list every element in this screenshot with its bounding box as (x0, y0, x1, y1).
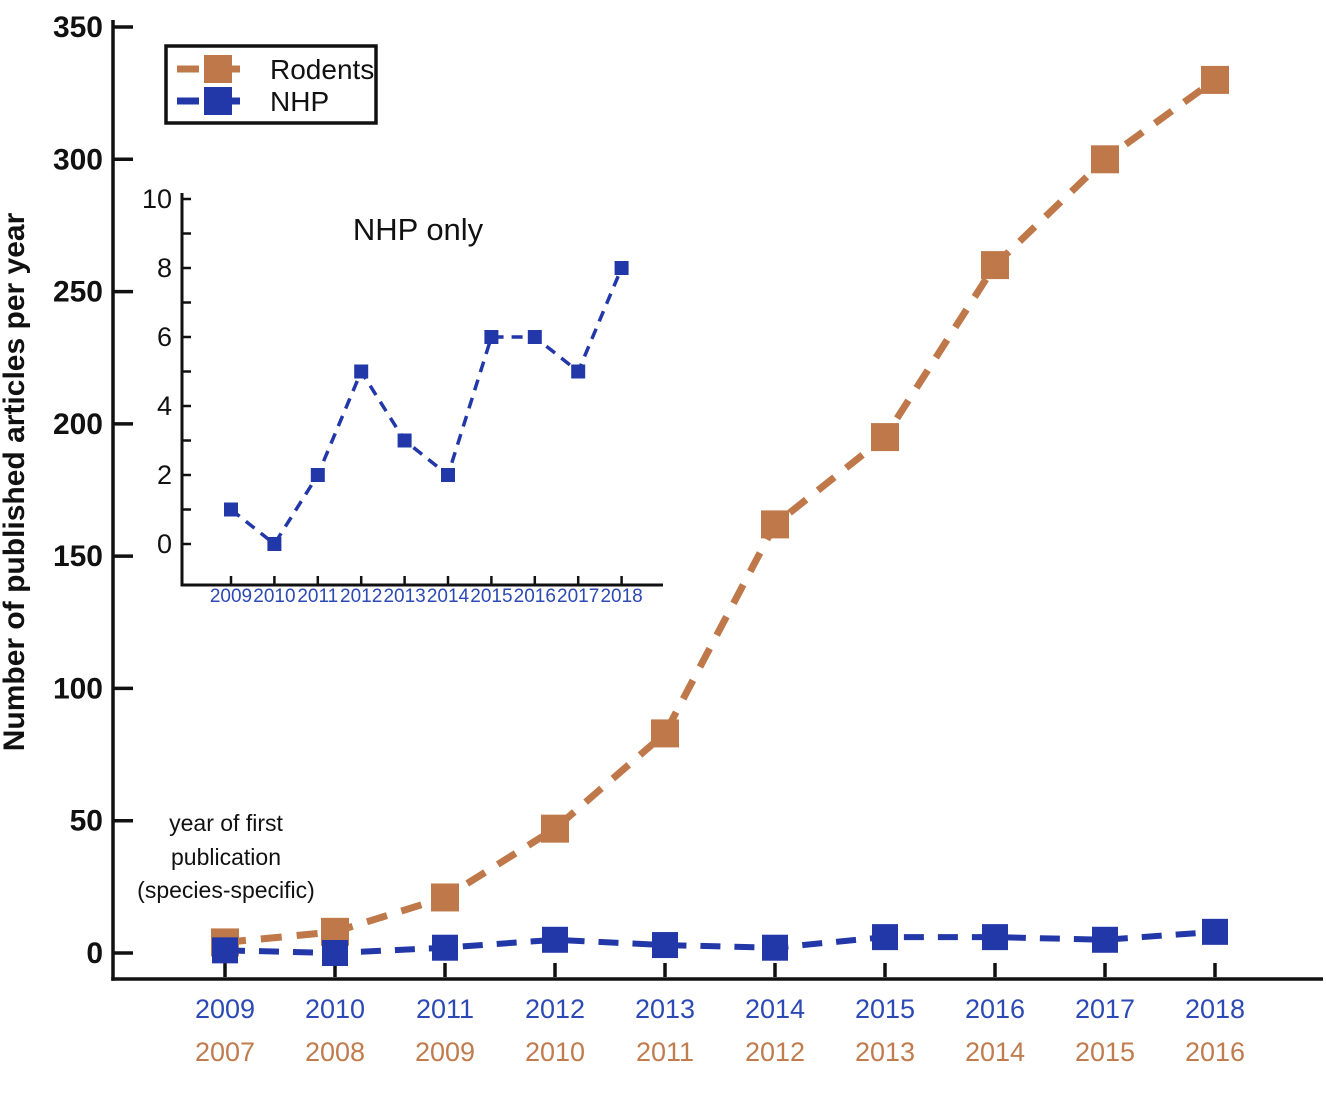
data-point-marker-rodents (981, 251, 1009, 280)
inset-y-tick-label: 8 (157, 253, 172, 283)
legend-marker-sample (204, 55, 232, 83)
annotation-line-2: publication (171, 844, 281, 870)
inset-y-tick-label: 10 (142, 184, 172, 214)
main-x-tick-label-rodent-year: 2009 (415, 1037, 475, 1067)
data-point-marker-rodents (1201, 65, 1229, 94)
annotation: year of first publication (species-speci… (137, 810, 315, 903)
main-x-tick-label-nhp-year: 2009 (195, 994, 255, 1024)
main-x-tick-label-nhp-year: 2015 (855, 994, 915, 1024)
main-x-tick-label-nhp-year: 2016 (965, 994, 1025, 1024)
inset-x-tick-label: 2010 (253, 586, 295, 607)
data-point-marker-nhp (432, 934, 458, 961)
legend-label-nhp: NHP (270, 86, 329, 117)
inset-series-line-nhp (229, 267, 624, 547)
main-y-tick-label: 50 (70, 805, 103, 838)
main-x-tick-label-nhp-year: 2013 (635, 994, 695, 1024)
data-point-marker-rodents (651, 719, 679, 748)
main-x-tick-label-rodent-year: 2013 (855, 1037, 915, 1067)
inset-y-tick-label: 4 (157, 391, 172, 421)
data-point-marker-nhp (1092, 926, 1118, 953)
main-x-tick-label-nhp-year: 2017 (1075, 994, 1135, 1024)
inset-data-point-marker (614, 261, 629, 275)
y-axis-title: Number of published articles per year (0, 212, 31, 751)
inset-data-point-marker (354, 364, 369, 379)
legend-marker-sample (204, 87, 232, 115)
inset-y-tick-label: 6 (157, 322, 172, 352)
data-point-marker-nhp (212, 937, 238, 964)
data-point-marker-rodents (761, 510, 789, 539)
data-point-marker-nhp (1202, 918, 1228, 945)
inset-data-point-marker (484, 330, 499, 344)
inset-x-tick-label: 2012 (340, 586, 382, 607)
inset-data-point-marker (397, 433, 412, 448)
main-series (211, 65, 1229, 966)
inset-data-point-marker (310, 468, 325, 482)
main-x-tick-label-nhp-year: 2018 (1185, 994, 1245, 1024)
data-point-marker-nhp (652, 932, 678, 959)
inset-series (224, 261, 629, 551)
main-x-tick-label-rodent-year: 2010 (525, 1037, 585, 1067)
main-x-tick-label-rodent-year: 2014 (965, 1037, 1025, 1067)
series-line-nhp (224, 928, 1216, 957)
main-y-tick-label: 200 (53, 408, 103, 441)
inset-x-tick-label: 2013 (383, 586, 425, 607)
inset-data-point-marker (441, 468, 455, 482)
annotation-line-1: year of first (169, 810, 283, 836)
legend: Rodents NHP (164, 44, 378, 125)
data-point-marker-rodents (871, 423, 899, 452)
main-x-tick-label-rodent-year: 2007 (195, 1037, 255, 1067)
annotation-line-3: (species-specific) (137, 877, 315, 903)
inset-x-tick-label: 2009 (210, 586, 252, 607)
main-y-tick-label: 100 (53, 672, 103, 705)
main-x-tick-label-rodent-year: 2012 (745, 1037, 805, 1067)
main-axes: 0501001502002503003502009200720102008201… (53, 11, 1323, 1067)
inset-x-tick-label: 2015 (470, 586, 512, 607)
main-x-tick-label-nhp-year: 2014 (745, 994, 805, 1024)
main-x-tick-label-rodent-year: 2011 (636, 1037, 694, 1067)
main-y-tick-label: 250 (53, 276, 103, 309)
inset-x-tick-label: 2014 (427, 586, 470, 607)
main-x-tick-label-rodent-year: 2008 (305, 1037, 365, 1067)
data-point-marker-nhp (872, 924, 898, 951)
data-point-marker-nhp (982, 924, 1008, 951)
inset-x-tick-label: 2018 (600, 586, 642, 607)
main-chart: 0501001502002503003502009200720102008201… (0, 11, 1323, 1067)
inset-title: NHP only (353, 212, 484, 247)
legend-box (164, 44, 378, 125)
inset-y-tick-label: 2 (157, 460, 172, 490)
legend-label-rodents: Rodents (270, 54, 374, 85)
main-x-tick-label-rodent-year: 2016 (1185, 1037, 1245, 1067)
data-point-marker-rodents (541, 814, 569, 843)
inset-data-point-marker (527, 330, 542, 344)
data-point-marker-nhp (762, 934, 788, 961)
inset-x-tick-label: 2017 (557, 586, 599, 607)
main-y-tick-label: 0 (86, 937, 103, 970)
main-x-tick-label-nhp-year: 2010 (305, 994, 365, 1024)
inset-data-point-marker (267, 537, 282, 551)
main-x-tick-label-rodent-year: 2015 (1075, 1037, 1135, 1067)
main-y-tick-label: 150 (53, 540, 103, 573)
inset-y-tick-label: 0 (157, 529, 172, 559)
series-line-rodents (224, 77, 1218, 946)
data-point-marker-nhp (322, 940, 348, 966)
main-x-tick-label-nhp-year: 2012 (525, 994, 585, 1024)
inset-x-tick-label: 2011 (297, 586, 338, 607)
inset-data-point-marker (224, 502, 238, 517)
main-y-tick-label: 350 (53, 11, 103, 44)
data-point-marker-rodents (431, 883, 459, 912)
inset-x-tick-label: 2016 (514, 586, 556, 607)
data-point-marker-nhp (542, 926, 568, 953)
main-y-tick-label: 300 (53, 143, 103, 176)
data-point-marker-rodents (1091, 145, 1119, 174)
inset-data-point-marker (571, 364, 586, 379)
main-x-tick-label-nhp-year: 2011 (416, 994, 474, 1024)
